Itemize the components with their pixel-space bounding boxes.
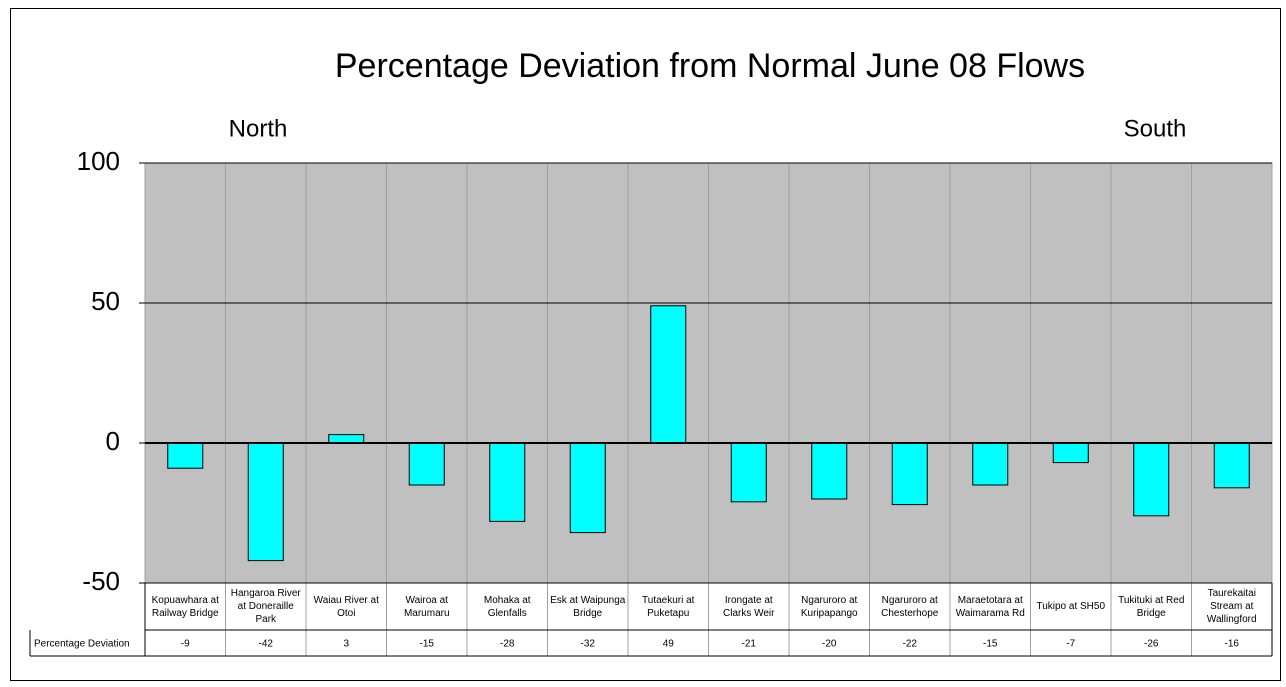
category-cell: Maraetotara at Waimarama Rd	[955, 594, 1025, 619]
category-cell: Ngaruroro at Chesterhope	[881, 594, 939, 619]
category-cell: Esk at Waipunga Bridge	[550, 594, 626, 619]
value-label: 49	[663, 639, 675, 650]
chart-title: Percentage Deviation from Normal June 08…	[335, 47, 1085, 85]
annotation: South	[1124, 115, 1187, 142]
category-cell: Tutaekuri at Puketapu	[642, 594, 695, 619]
y-tick-label: 50	[91, 286, 120, 316]
bar	[408, 442, 445, 486]
x-tick-label: Taurekaitai Stream at Wallingford	[1206, 588, 1257, 625]
y-tick-label: 100	[77, 146, 120, 176]
x-tick-label: Esk at Waipunga Bridge	[550, 594, 626, 619]
bar	[569, 442, 606, 534]
value-label: -9	[181, 639, 190, 650]
value-label: -22	[903, 639, 918, 650]
bar	[891, 442, 928, 506]
value-label: -16	[1225, 639, 1240, 650]
x-tick-label: Ngaruroro at Chesterhope	[881, 594, 939, 619]
value-label: -20	[822, 639, 837, 650]
bar	[1052, 442, 1089, 464]
value-label: -26	[1144, 639, 1159, 650]
bar	[167, 442, 204, 469]
x-tick-label: Mohaka at Glenfalls	[483, 594, 531, 619]
legend-entry: Percentage Deviation	[34, 639, 130, 650]
bar	[730, 442, 767, 503]
value-label: -28	[500, 639, 515, 650]
x-tick-label: Wairoa at Marumaru	[403, 594, 450, 619]
x-tick-label: Kopuawhara at Railway Bridge	[151, 594, 219, 619]
category-cell: Kopuawhara at Railway Bridge	[151, 594, 219, 619]
bar	[247, 442, 284, 562]
value-label: -15	[983, 639, 998, 650]
bar	[328, 434, 365, 444]
x-tick-label: Waiau River at Otoi	[313, 594, 379, 619]
category-cell: Waiau River at Otoi	[313, 594, 379, 619]
x-tick-label: Tukituki at Red Bridge	[1118, 594, 1185, 619]
bar	[972, 442, 1009, 486]
category-cell: Irongate at Clarks Weir	[723, 594, 775, 619]
value-label: -15	[420, 639, 435, 650]
value-label: 3	[343, 639, 349, 650]
category-cell: Tukipo at SH50	[1036, 601, 1106, 612]
y-tick-label: -50	[82, 566, 120, 596]
bar	[650, 305, 687, 444]
x-tick-label: Hangaroa River at Doneraille Park	[230, 588, 301, 625]
category-cell: Taurekaitai Stream at Wallingford	[1206, 588, 1257, 625]
value-label: -32	[581, 639, 596, 650]
bar	[489, 442, 526, 522]
x-tick-label: Tukipo at SH50	[1036, 601, 1106, 612]
value-label: -42	[259, 639, 274, 650]
x-tick-label: Maraetotara at Waimarama Rd	[955, 594, 1025, 619]
bar	[811, 442, 848, 500]
bar	[1213, 442, 1250, 489]
x-tick-label: Tutaekuri at Puketapu	[642, 594, 695, 619]
category-cell: Tukituki at Red Bridge	[1118, 594, 1185, 619]
category-cell: Mohaka at Glenfalls	[483, 594, 531, 619]
value-label: -21	[742, 639, 757, 650]
category-cell: Ngaruroro at Kuripapango	[800, 594, 858, 619]
category-cell: Hangaroa River at Doneraille Park	[230, 588, 301, 625]
bar	[1133, 442, 1170, 517]
y-tick-label: 0	[106, 426, 120, 456]
annotation: North	[229, 115, 288, 142]
category-cell: Wairoa at Marumaru	[403, 594, 450, 619]
x-tick-label: Ngaruroro at Kuripapango	[800, 594, 858, 619]
x-tick-label: Irongate at Clarks Weir	[723, 594, 775, 619]
value-label: -7	[1066, 639, 1075, 650]
